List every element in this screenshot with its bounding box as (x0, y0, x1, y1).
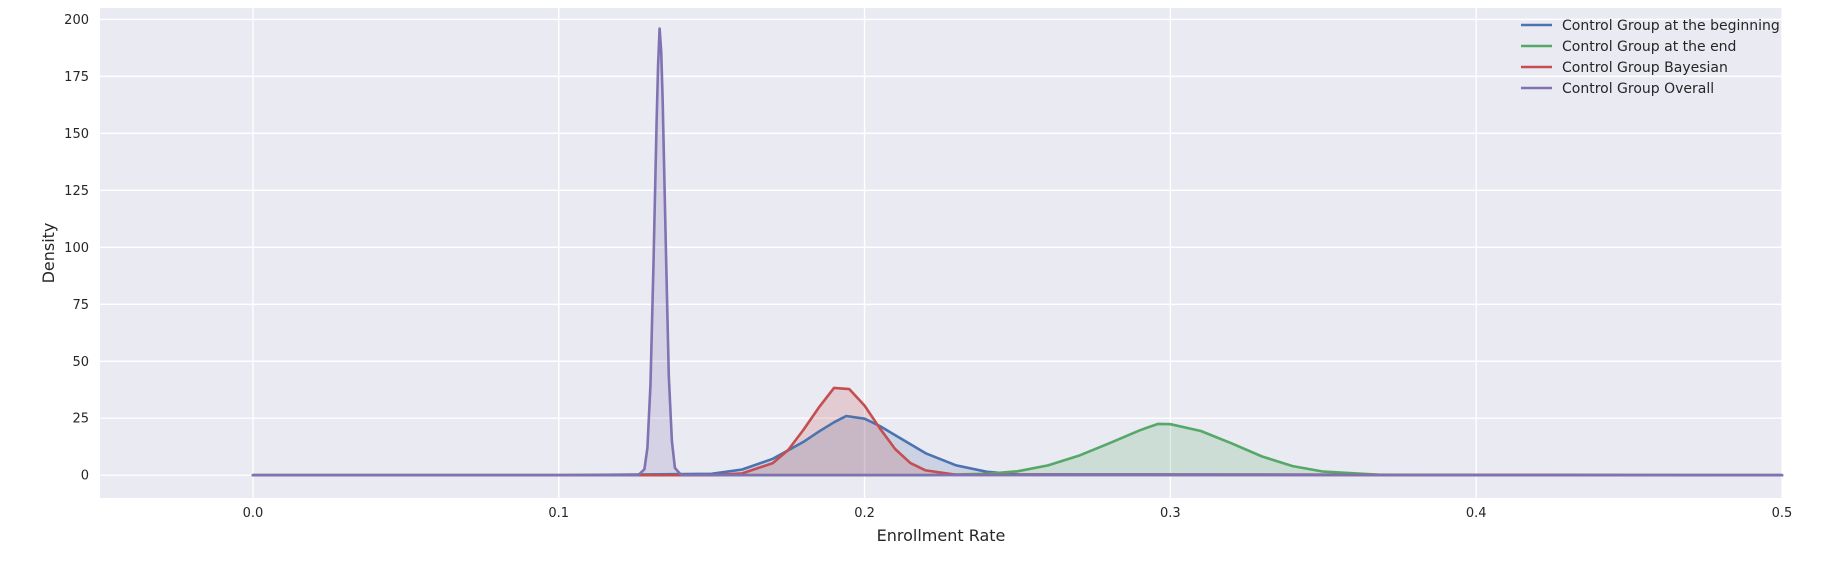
y-tick-label: 50 (72, 355, 89, 370)
plot-background (100, 8, 1782, 498)
series-lines (251, 27, 1784, 477)
x-axis-label: Enrollment Rate (877, 526, 1006, 545)
y-tick-label: 200 (64, 13, 89, 28)
legend-label-2: Control Group Bayesian (1562, 60, 1728, 76)
y-tick-label: 25 (72, 412, 89, 427)
y-axis-label: Density (39, 223, 58, 284)
series-line-2 (251, 386, 1784, 477)
series-line-1 (251, 422, 1784, 477)
legend-label-3: Control Group Overall (1562, 81, 1714, 97)
series-line-3 (251, 27, 1784, 477)
y-tick-label: 175 (64, 70, 89, 85)
x-tick-label: 0.4 (1466, 506, 1487, 521)
legend-label-1: Control Group at the end (1562, 39, 1736, 55)
y-tick-label: 100 (64, 241, 89, 256)
y-tick-label: 150 (64, 127, 89, 142)
legend-label-0: Control Group at the beginning (1562, 18, 1780, 34)
x-tick-label: 0.3 (1160, 506, 1181, 521)
x-tick-label: 0.0 (243, 506, 264, 521)
x-tick-label: 0.2 (854, 506, 875, 521)
x-tick-label: 0.1 (548, 506, 569, 521)
y-tick-label: 125 (64, 184, 89, 199)
x-tick-label: 0.5 (1772, 506, 1793, 521)
series-line-0 (251, 414, 1784, 477)
grid (100, 8, 1783, 498)
y-tick-label: 75 (72, 298, 89, 313)
legend: Control Group at the beginning Control Gr… (1521, 18, 1780, 97)
tick-labels: 0.0 0.1 0.2 0.3 0.4 0.5 0 25 50 75 100 125 150 175 200 (64, 13, 1792, 521)
y-tick-label: 0 (81, 469, 89, 484)
